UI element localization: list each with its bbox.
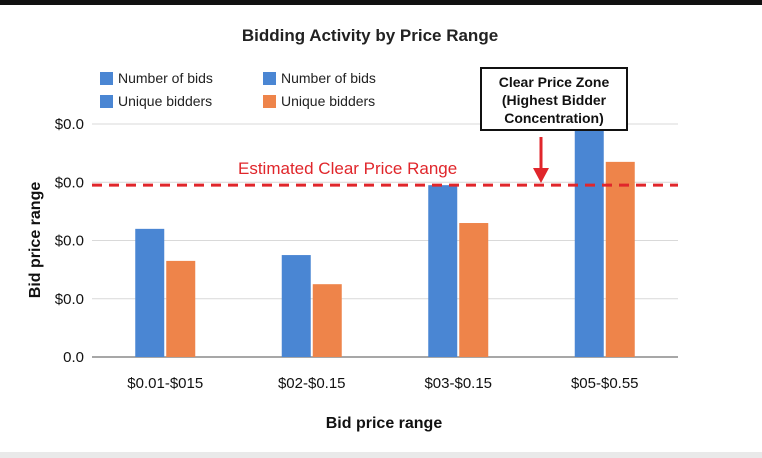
bar-bidders-3 <box>605 161 635 357</box>
legend-label-1: Number of bids <box>281 70 376 86</box>
y-tick-label-0: 0.0 <box>63 349 84 366</box>
y-tick-label-1: $0.0 <box>55 291 84 308</box>
reference-line-label: Estimated Clear Price Range <box>238 159 457 178</box>
annotation-line-3: Concentration) <box>504 110 604 126</box>
x-tick-label-0: $0.01-$015 <box>127 375 203 392</box>
legend-label-2: Unique bidders <box>118 93 212 109</box>
legend-label-3: Unique bidders <box>281 93 375 109</box>
y-tick-label-3: $0.0 <box>55 174 84 191</box>
legend-swatch-0 <box>100 72 113 85</box>
annotation-box <box>480 67 628 131</box>
y-tick-label-2: $0.0 <box>55 233 84 250</box>
legend-label-0: Number of bids <box>118 70 213 86</box>
bar-bids-3 <box>574 130 604 357</box>
x-axis-label: Bid price range <box>326 415 443 432</box>
bars <box>135 130 635 357</box>
reference-line-group: Estimated Clear Price Range <box>92 159 678 187</box>
bar-bids-0 <box>135 228 165 357</box>
legend-swatch-2 <box>100 95 113 108</box>
annotation-line-2: (Highest Bidder <box>502 92 607 108</box>
chart-title: Bidding Activity by Price Range <box>242 26 498 45</box>
bottom-border <box>0 452 762 458</box>
x-tick-label-3: $05-$0.55 <box>571 375 639 392</box>
annotation: Clear Price Zone (Highest Bidder Concent… <box>480 67 628 183</box>
y-tick-labels: 0.0 $0.0 $0.0 $0.0 $0.0 <box>55 116 84 366</box>
bar-bidders-2 <box>459 223 489 357</box>
x-tick-label-2: $03-$0.15 <box>424 375 492 392</box>
annotation-line-1: Clear Price Zone <box>499 74 610 90</box>
bar-bids-2 <box>428 185 458 357</box>
bar-bidders-1 <box>312 284 342 357</box>
legend-swatch-3 <box>263 95 276 108</box>
annotation-arrow-head <box>533 168 549 183</box>
x-tick-labels: $0.01-$015 $02-$0.15 $03-$0.15 $05-$0.55 <box>127 375 638 392</box>
top-border <box>0 0 762 5</box>
legend: Number of bids Number of bids Unique bidde… <box>100 70 376 109</box>
y-tick-label-4: $0.0 <box>55 116 84 133</box>
x-tick-label-1: $02-$0.15 <box>278 375 346 392</box>
legend-swatch-1 <box>263 72 276 85</box>
bar-bids-1 <box>281 255 311 357</box>
bar-bidders-0 <box>166 260 196 357</box>
y-axis-label: Bid price range <box>27 182 44 299</box>
